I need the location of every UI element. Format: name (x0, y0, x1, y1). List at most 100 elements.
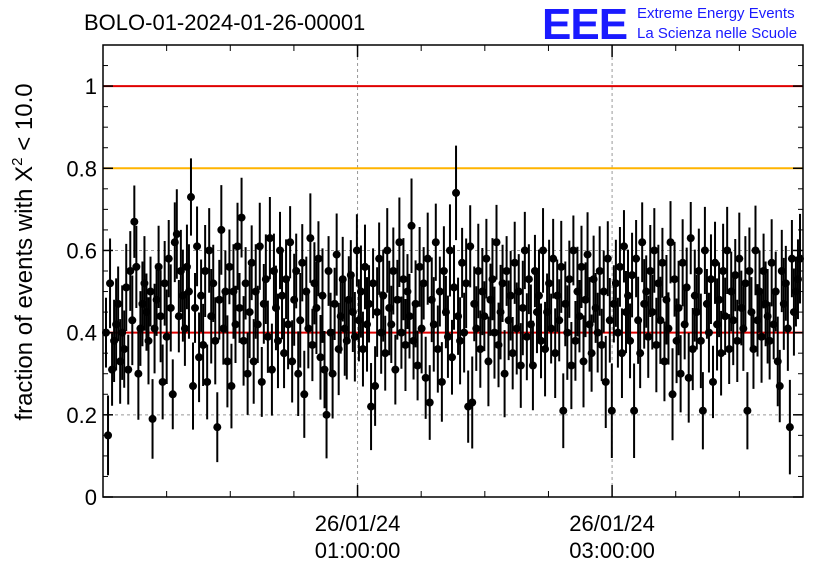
data-point (312, 261, 321, 355)
data-point (209, 244, 218, 322)
marker (211, 336, 220, 345)
data-point (628, 232, 637, 318)
data-point (120, 310, 129, 388)
x-tick-label-time: 01:00:00 (315, 538, 401, 563)
marker (209, 279, 218, 288)
marker (249, 357, 258, 366)
data-point (294, 331, 303, 417)
marker (660, 357, 669, 366)
data-point (411, 260, 420, 348)
data-point (678, 219, 687, 307)
marker (524, 275, 533, 284)
marker (273, 336, 282, 345)
data-point (399, 238, 408, 321)
data-point (322, 371, 331, 459)
marker (522, 332, 531, 341)
marker (160, 279, 169, 288)
data-point (292, 233, 301, 309)
marker (694, 267, 703, 275)
data-point (557, 220, 566, 313)
data-point (656, 276, 665, 364)
data-point (360, 224, 369, 310)
data-point (632, 220, 641, 298)
marker (611, 279, 620, 288)
data-point (338, 236, 347, 322)
data-point (284, 279, 293, 370)
data-point (253, 285, 262, 364)
data-point (197, 259, 206, 332)
marker (711, 258, 720, 267)
data-point (520, 211, 529, 290)
data-point (383, 208, 392, 293)
data-point (217, 185, 226, 275)
marker (456, 336, 465, 345)
marker (148, 414, 157, 423)
data-point (245, 266, 254, 359)
data-point (563, 285, 572, 380)
data-point (417, 283, 426, 374)
data-point (516, 323, 525, 408)
data-point (757, 290, 766, 383)
data-point (733, 299, 742, 382)
marker (306, 234, 315, 243)
marker (223, 357, 232, 366)
data-point (174, 280, 183, 353)
marker (352, 246, 361, 255)
marker (577, 262, 586, 271)
data-point (698, 372, 707, 450)
data-point (466, 205, 475, 288)
marker (243, 369, 252, 378)
marker (735, 254, 744, 263)
marker (745, 267, 754, 275)
data-point (666, 201, 675, 284)
data-point (375, 222, 384, 295)
data-point (474, 223, 483, 319)
data-point (751, 205, 760, 296)
marker (458, 258, 467, 267)
data-point (468, 356, 477, 449)
data-point (785, 379, 794, 475)
data-point (725, 314, 734, 384)
marker (162, 332, 171, 341)
data-point (571, 300, 580, 381)
marker (520, 246, 529, 255)
marker (120, 345, 129, 354)
data-point (721, 277, 730, 355)
marker (195, 353, 204, 362)
x-tick-label-date: 26/01/24 (315, 511, 401, 536)
marker (213, 423, 222, 432)
marker (545, 279, 554, 288)
data-point (160, 241, 169, 326)
data-point (771, 251, 780, 332)
marker (670, 275, 679, 284)
data-point (765, 302, 774, 380)
data-point (304, 288, 313, 369)
data-point (358, 311, 367, 387)
marker (581, 295, 590, 304)
marker (725, 345, 734, 354)
data-point (288, 320, 297, 403)
marker (199, 340, 208, 349)
marker (294, 369, 303, 378)
data-point (607, 363, 616, 458)
y-tick-labels: 0 0.2 0.4 0.6 0.8 1 (66, 74, 97, 510)
marker (255, 242, 264, 251)
marker (241, 279, 250, 288)
marker (510, 258, 519, 267)
marker (450, 283, 459, 292)
marker (583, 250, 592, 259)
marker (338, 275, 347, 284)
marker (237, 213, 246, 222)
data-point (189, 342, 198, 430)
data-point (559, 373, 568, 449)
data-point (421, 336, 430, 419)
marker (375, 254, 384, 263)
data-point (330, 267, 339, 341)
data-point (433, 305, 442, 393)
data-point (393, 259, 402, 340)
marker (419, 279, 428, 288)
data-point (435, 256, 444, 327)
data-point (298, 224, 307, 302)
marker (468, 398, 477, 407)
marker (445, 246, 454, 255)
